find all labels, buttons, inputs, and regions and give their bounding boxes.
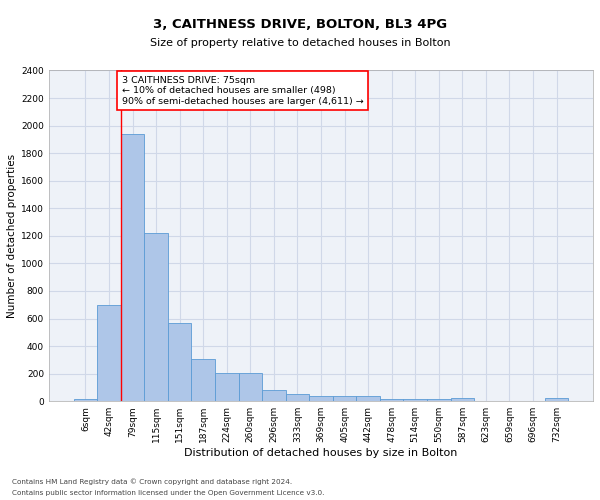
Y-axis label: Number of detached properties: Number of detached properties [7, 154, 17, 318]
Bar [286, 394, 309, 402]
Bar [497, 400, 521, 402]
Bar [356, 396, 380, 402]
Bar [333, 396, 356, 402]
Bar [215, 373, 239, 402]
Bar [403, 398, 427, 402]
Bar [262, 390, 286, 402]
Bar [239, 373, 262, 402]
Bar [145, 233, 168, 402]
Text: 3, CAITHNESS DRIVE, BOLTON, BL3 4PG: 3, CAITHNESS DRIVE, BOLTON, BL3 4PG [153, 18, 447, 30]
Bar [191, 359, 215, 402]
Text: Size of property relative to detached houses in Bolton: Size of property relative to detached ho… [149, 38, 451, 48]
Bar [521, 400, 545, 402]
Text: 3 CAITHNESS DRIVE: 75sqm
← 10% of detached houses are smaller (498)
90% of semi-: 3 CAITHNESS DRIVE: 75sqm ← 10% of detach… [122, 76, 364, 106]
Bar [427, 398, 451, 402]
Bar [97, 305, 121, 402]
Bar [474, 400, 497, 402]
Bar [74, 398, 97, 402]
Bar [545, 398, 568, 402]
Text: Contains HM Land Registry data © Crown copyright and database right 2024.: Contains HM Land Registry data © Crown c… [12, 478, 292, 485]
X-axis label: Distribution of detached houses by size in Bolton: Distribution of detached houses by size … [184, 448, 458, 458]
Bar [380, 398, 403, 402]
Bar [121, 134, 145, 402]
Bar [451, 398, 474, 402]
Bar [168, 322, 191, 402]
Bar [309, 396, 333, 402]
Text: Contains public sector information licensed under the Open Government Licence v3: Contains public sector information licen… [12, 490, 325, 496]
